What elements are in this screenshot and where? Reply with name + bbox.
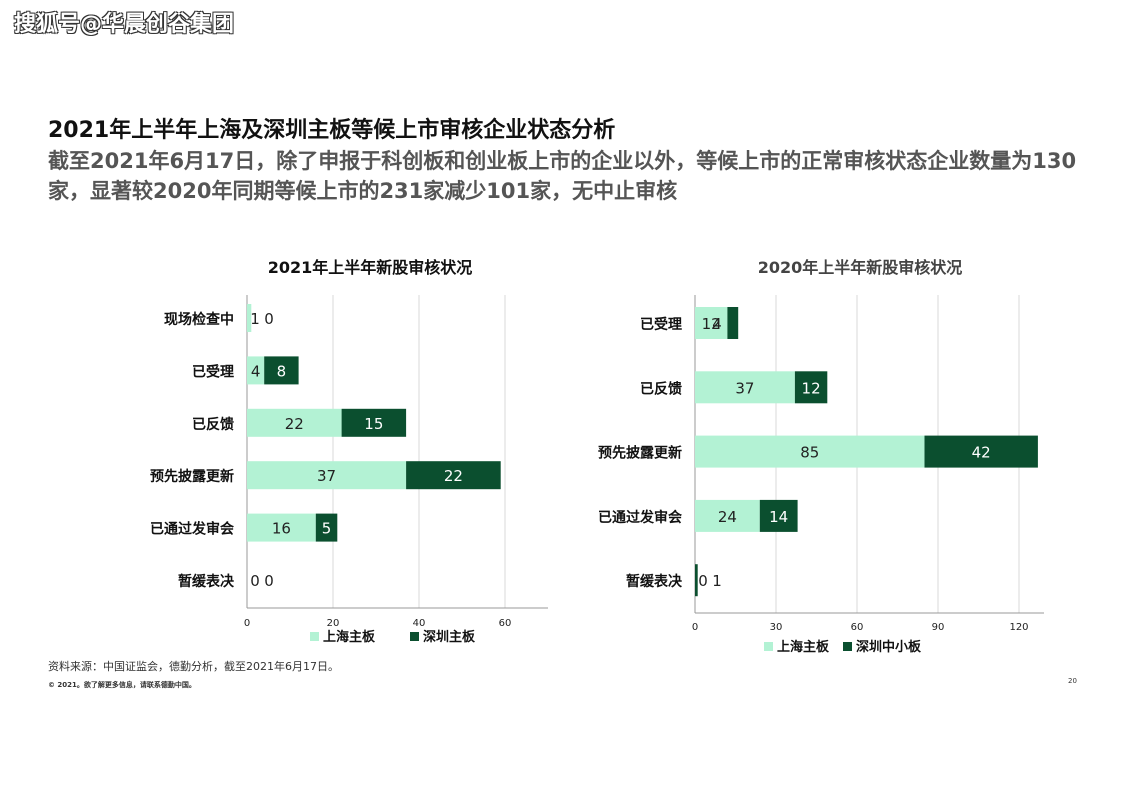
- chart1-data-label: 0: [264, 572, 274, 590]
- chart2-data-label: 42: [972, 444, 991, 462]
- chart2-category-label: 暂缓表决: [626, 573, 683, 590]
- chart2-data-label: 14: [769, 508, 788, 526]
- chart1-legend-label-1: 上海主板: [323, 629, 376, 645]
- chart2-data-label: 12: [702, 315, 721, 333]
- chart1-data-label: 16: [272, 520, 291, 538]
- chart2-legend-swatch-2: [843, 642, 852, 651]
- chart2-category-label: 已受理: [640, 316, 682, 333]
- source-note: 资料来源：中国证监会，德勤分析，截至2021年6月17日。: [48, 660, 339, 673]
- chart2-data-label: 1: [712, 572, 722, 590]
- chart1-tick-label-0: 0: [244, 618, 250, 629]
- chart1-data-label: 4: [251, 362, 261, 380]
- chart2-tick-label-30: 30: [770, 622, 783, 633]
- chart2-category-label: 预先披露更新: [598, 445, 682, 462]
- chart2-data-label: 4: [712, 315, 722, 333]
- page-subtitle: 截至2021年6月17日，除了申报于科创板和创业板上市的企业以外，等候上市的正常…: [48, 149, 1077, 203]
- chart2-bar-series2: [794, 371, 828, 404]
- chart1-data-label: 37: [317, 467, 336, 485]
- chart1-bar-series2: [341, 408, 407, 437]
- chart2-bar-series2: [759, 499, 798, 532]
- chart2-tick-label-0: 0: [692, 622, 698, 633]
- chart2-bar-series1: [695, 499, 760, 532]
- chart-2021-title: 2021年上半年新股审核状况: [267, 258, 473, 277]
- chart2-category-label: 已通过发审会: [598, 509, 683, 526]
- page-number: 20: [1068, 677, 1077, 685]
- chart1-bar-series1: [247, 356, 265, 385]
- chart1-bar-series2: [264, 356, 299, 385]
- chart1-data-label: 8: [277, 362, 287, 380]
- chart1-bar-series1: [247, 304, 252, 332]
- page-title: 2021年上半年上海及深圳主板等候上市审核企业状态分析: [48, 118, 616, 143]
- chart1-category-label: 已通过发审会: [150, 521, 235, 538]
- chart2-bar-series1: [695, 307, 728, 339]
- chart2-bar-series2: [924, 435, 1038, 468]
- chart1-data-label: 1: [250, 310, 260, 328]
- chart2-data-label: 12: [802, 379, 821, 397]
- chart1-bar-series2: [406, 461, 501, 490]
- chart2-bar-series2: [695, 564, 698, 597]
- chart1-bar-series2: [315, 513, 338, 542]
- chart1-data-label: 22: [285, 415, 304, 433]
- chart1-bar-series1: [247, 461, 407, 490]
- chart2-tick-label-60: 60: [851, 622, 864, 633]
- chart1-data-label: 15: [364, 415, 383, 433]
- chart2-tick-label-120: 120: [1009, 622, 1028, 633]
- chart1-data-label: 5: [322, 520, 332, 538]
- chart2-bar-series1: [695, 371, 795, 404]
- chart1-tick-label-20: 20: [327, 618, 340, 629]
- chart2-tick-label-90: 90: [932, 622, 945, 633]
- chart2-legend-label-1: 上海主板: [777, 639, 830, 655]
- chart2-legend-swatch-1: [764, 642, 773, 651]
- chart1-category-label: 预先披露更新: [150, 468, 234, 485]
- copyright-note: © 2021。欲了解更多信息，请联系德勤中国。: [48, 681, 196, 689]
- chart1-category-label: 现场检查中: [164, 311, 234, 328]
- chart2-legend-label-2: 深圳中小板: [856, 639, 922, 655]
- chart1-legend-swatch-1: [310, 632, 319, 641]
- watermark: 搜狐号@华晨创谷集团: [14, 12, 235, 37]
- chart2-data-label: 24: [718, 508, 737, 526]
- chart1-legend-swatch-2: [410, 632, 419, 641]
- chart1-tick-label-60: 60: [499, 618, 512, 629]
- chart2-bar-series2: [727, 307, 739, 339]
- chart2-category-label: 已反馈: [640, 380, 682, 397]
- chart1-category-label: 已反馈: [192, 416, 234, 433]
- chart2-data-label: 0: [698, 572, 708, 590]
- chart1-data-label: 22: [444, 467, 463, 485]
- chart2-bar-series1: [695, 435, 925, 468]
- chart1-bar-series1: [247, 513, 316, 542]
- chart2-data-label: 37: [735, 379, 754, 397]
- chart1-legend-label-2: 深圳主板: [423, 629, 476, 645]
- chart1-data-label: 0: [250, 572, 260, 590]
- chart1-category-label: 暂缓表决: [178, 573, 235, 590]
- chart1-bar-series1: [247, 408, 342, 437]
- chart2-data-label: 85: [800, 444, 819, 462]
- chart1-tick-label-40: 40: [413, 618, 426, 629]
- chart-2020-title: 2020年上半年新股审核状况: [757, 258, 963, 277]
- chart1-data-label: 0: [264, 310, 274, 328]
- chart1-category-label: 已受理: [192, 363, 234, 380]
